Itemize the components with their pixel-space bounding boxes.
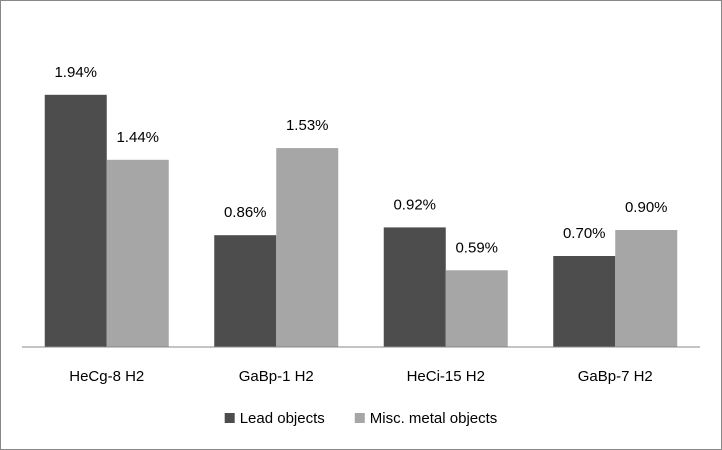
legend-label: Misc. metal objects — [370, 410, 498, 427]
value-label: 0.90% — [625, 199, 668, 216]
value-label: 1.53% — [286, 117, 329, 134]
bar — [106, 159, 169, 347]
legend-swatch — [354, 413, 365, 423]
bar — [445, 270, 508, 347]
value-label: 0.70% — [563, 225, 606, 242]
value-label: 0.59% — [455, 239, 498, 256]
x-tick-label: GaBp-1 H2 — [239, 368, 314, 385]
bar — [383, 227, 446, 347]
x-tick-label: HeCi-15 H2 — [407, 368, 485, 385]
value-label: 1.94% — [54, 64, 97, 81]
x-tick-label: GaBp-7 H2 — [578, 368, 653, 385]
bar — [44, 94, 107, 347]
bar — [214, 235, 277, 347]
value-label: 1.44% — [116, 129, 159, 146]
bar — [553, 256, 616, 347]
bar — [276, 148, 339, 347]
x-tick-label: HeCg-8 H2 — [69, 368, 144, 385]
value-label: 0.86% — [224, 204, 267, 221]
legend-label: Lead objects — [240, 410, 325, 427]
value-label: 0.92% — [393, 196, 436, 213]
legend-swatch — [224, 413, 235, 423]
bar — [615, 230, 678, 347]
legend: Lead objects Misc. metal objects — [224, 410, 498, 427]
